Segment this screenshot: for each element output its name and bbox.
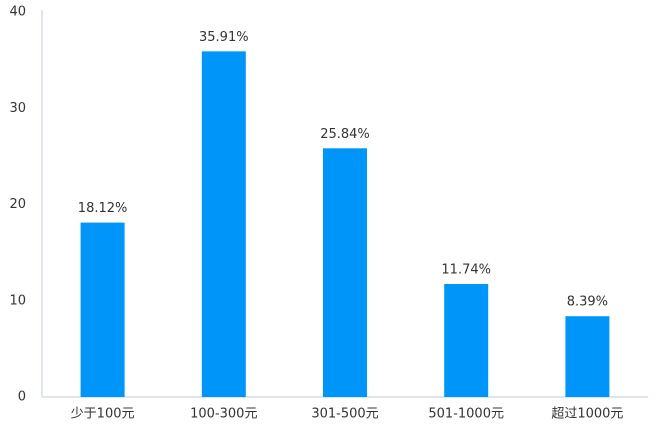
x-tick-label: 超过1000元 — [551, 407, 623, 422]
value-label: 18.12% — [78, 201, 128, 216]
value-label: 25.84% — [320, 127, 370, 142]
value-label: 35.91% — [199, 30, 249, 45]
x-tick-label: 少于100元 — [71, 407, 135, 422]
bar — [323, 148, 367, 397]
value-label: 8.39% — [567, 295, 608, 310]
y-tick-label: 10 — [9, 293, 26, 308]
y-tick-label: 0 — [18, 390, 26, 405]
bar — [565, 316, 610, 397]
bar — [201, 51, 246, 398]
x-tick-label: 100-300元 — [190, 407, 257, 422]
x-tick-label: 501-1000元 — [428, 407, 504, 422]
y-tick-label: 20 — [9, 197, 26, 212]
x-tick-label: 301-500元 — [311, 407, 378, 422]
y-tick-label: 40 — [9, 5, 26, 20]
bar — [444, 284, 489, 397]
y-tick-label: 30 — [9, 101, 26, 116]
bar — [80, 222, 125, 397]
value-label: 11.74% — [441, 263, 491, 278]
